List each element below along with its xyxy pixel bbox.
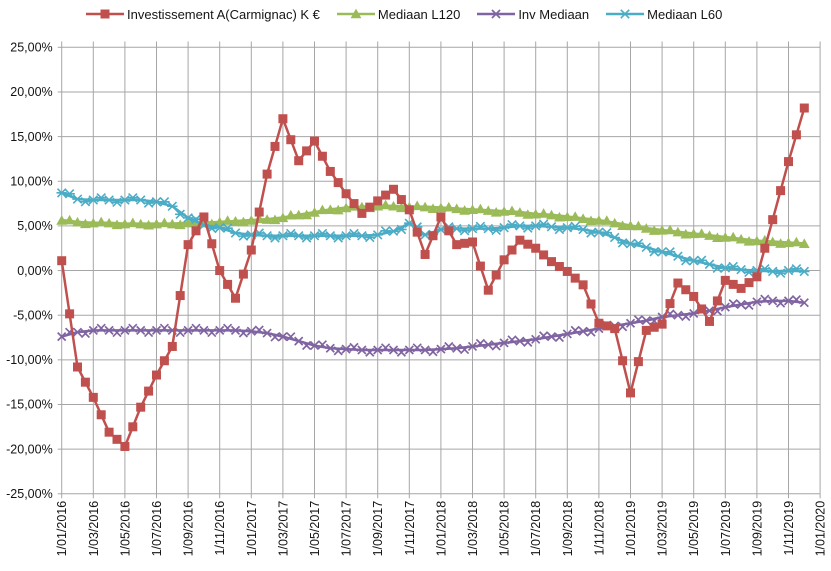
legend-label-mediaan-l120: Mediaan L120 <box>377 6 461 22</box>
series-markers-investissement-a-carmignac <box>57 103 809 451</box>
y-tick-label: 0,00% <box>17 264 52 278</box>
x-tick-label: 1/09/2018 <box>561 501 575 557</box>
x-tick-label: 1/03/2016 <box>87 501 101 557</box>
gridlines <box>57 41 821 499</box>
y-tick-label: 25,00% <box>10 41 52 55</box>
x-tick-label: 1/07/2019 <box>719 501 733 557</box>
x-axis-labels: 1/01/2016 1/03/2016 1/05/2016 1/07/2016 1/09… <box>55 501 827 557</box>
x-tick-label: 1/09/2019 <box>750 501 764 557</box>
legend-marker-mediaan-l60 <box>606 9 645 19</box>
x-tick-label: 1/09/2016 <box>182 501 196 557</box>
x-tick-label: 1/11/2019 <box>782 501 796 556</box>
y-tick-label: -5,00% <box>13 308 53 322</box>
x-tick-label: 1/11/2018 <box>592 501 606 556</box>
series-markers-mediaan-l120 <box>56 199 810 248</box>
legend-marker-inv-mediaan <box>477 9 516 19</box>
x-tick-label: 1/01/2020 <box>814 501 828 557</box>
legend-item-mediaan-l120[interactable]: Mediaan L120 <box>336 6 461 22</box>
y-axis-labels: 25,00% 20,00% 15,00% 10,00% 5,00% 0,00% -5,00%… <box>6 41 53 502</box>
y-tick-label: 20,00% <box>10 85 52 99</box>
x-tick-label: 1/03/2019 <box>656 501 670 557</box>
x-tick-label: 1/07/2016 <box>150 501 164 557</box>
y-tick-label: 10,00% <box>10 174 52 188</box>
series-mediaan-l120[interactable] <box>56 199 810 248</box>
y-tick-label: -10,00% <box>6 353 53 367</box>
x-tick-label: 1/07/2018 <box>529 501 543 557</box>
chart-legend: Investissement A(Carmignac) K € Mediaan L… <box>86 6 722 22</box>
series-investissement-a-carmignac[interactable] <box>57 103 809 451</box>
x-tick-label: 1/03/2017 <box>276 501 290 557</box>
legend-label-investissement-a-carmignac: Investissement A(Carmignac) K € <box>127 6 320 22</box>
legend-item-mediaan-l60[interactable]: Mediaan L60 <box>606 6 722 22</box>
x-tick-label: 1/05/2017 <box>308 501 322 557</box>
legend-label-mediaan-l60: Mediaan L60 <box>647 6 723 22</box>
x-tick-label: 1/05/2016 <box>118 501 132 557</box>
x-tick-label: 1/05/2018 <box>498 501 512 557</box>
x-tick-label: 1/11/2016 <box>213 501 227 556</box>
y-tick-label: -15,00% <box>6 398 53 412</box>
legend-marker-investissement-a-carmignac <box>86 9 124 19</box>
y-tick-label: -20,00% <box>6 442 53 456</box>
x-tick-label: 1/09/2017 <box>371 501 385 557</box>
y-tick-label: 15,00% <box>10 130 52 144</box>
x-tick-label: 1/07/2017 <box>340 501 354 557</box>
x-tick-label: 1/01/2016 <box>55 501 69 557</box>
legend-item-investissement-a-carmignac[interactable]: Investissement A(Carmignac) K € <box>86 6 320 22</box>
x-tick-label: 1/03/2018 <box>466 501 480 557</box>
legend-marker-mediaan-l120 <box>336 8 375 19</box>
legend-item-inv-mediaan[interactable]: Inv Mediaan <box>477 6 589 22</box>
x-tick-label: 1/11/2017 <box>403 501 417 556</box>
legend-label-inv-mediaan: Inv Mediaan <box>518 6 590 22</box>
x-tick-label: 1/01/2017 <box>245 501 259 557</box>
y-tick-label: 5,00% <box>17 219 52 233</box>
x-tick-label: 1/05/2019 <box>687 501 701 557</box>
x-tick-label: 1/01/2019 <box>624 501 638 557</box>
y-tick-label: -25,00% <box>6 487 53 501</box>
x-tick-label: 1/01/2018 <box>434 501 448 557</box>
